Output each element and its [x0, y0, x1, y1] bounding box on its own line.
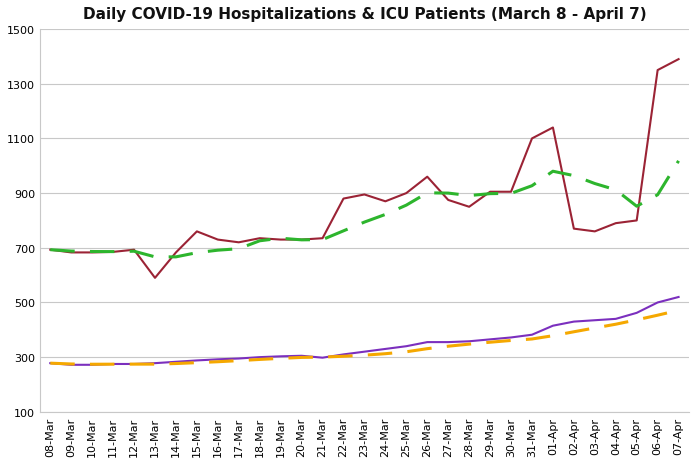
- Title: Daily COVID-19 Hospitalizations & ICU Patients (March 8 - April 7): Daily COVID-19 Hospitalizations & ICU Pa…: [83, 7, 647, 22]
